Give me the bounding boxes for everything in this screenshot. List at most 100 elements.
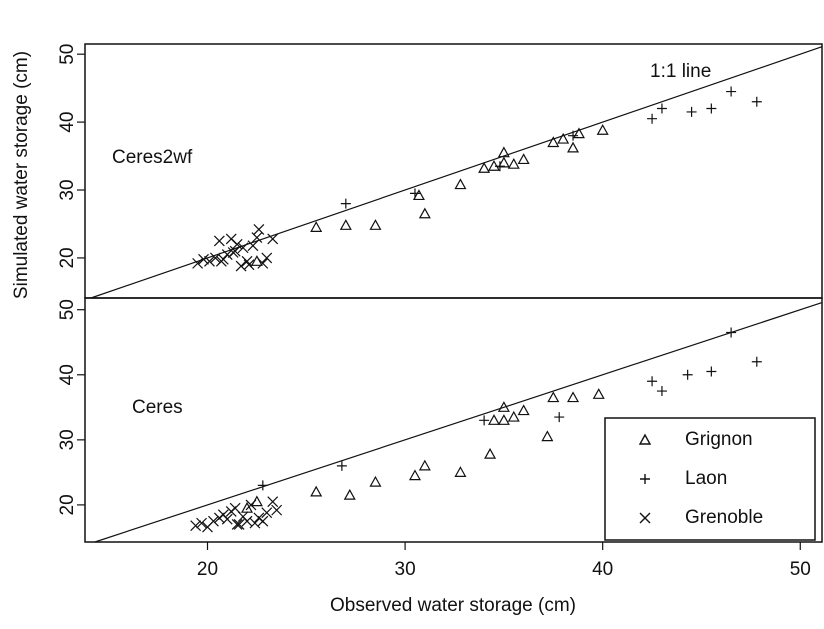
point (257, 480, 268, 491)
point (596, 124, 609, 135)
point (507, 157, 520, 169)
y-tick-label: 50 (57, 299, 78, 320)
point (261, 507, 273, 519)
panel-label: Ceres (132, 397, 183, 418)
point (336, 460, 347, 471)
point (237, 242, 249, 254)
point (192, 257, 204, 269)
point (572, 127, 585, 139)
point (656, 103, 667, 114)
point (310, 221, 323, 232)
point (204, 255, 215, 267)
point (656, 386, 667, 397)
point (567, 391, 580, 403)
point (271, 504, 283, 516)
point (221, 513, 233, 525)
point (487, 414, 501, 425)
point (412, 189, 425, 201)
point (751, 96, 762, 107)
y-tick-label: 30 (57, 429, 78, 450)
point (247, 240, 259, 252)
point (484, 447, 497, 459)
point (190, 520, 202, 532)
point (340, 198, 351, 209)
legend-marker (638, 433, 652, 445)
point (253, 223, 265, 235)
point (221, 249, 233, 260)
point (196, 517, 208, 529)
point (726, 327, 737, 338)
point (686, 106, 697, 117)
y-tick-label: 40 (57, 364, 78, 385)
y-tick-label: 20 (57, 494, 78, 515)
point (751, 356, 762, 367)
point (227, 247, 239, 258)
legend-label: Grignon (685, 429, 753, 450)
point (478, 162, 491, 173)
point (249, 517, 261, 529)
point (267, 496, 279, 508)
point (454, 178, 467, 190)
point (250, 495, 263, 507)
point (243, 259, 255, 271)
point (233, 519, 245, 530)
x-axis-label: Observed water storage (cm) (330, 595, 576, 616)
x-tick-label: 30 (395, 559, 416, 580)
x-tick-label: 50 (790, 559, 811, 580)
point (554, 412, 565, 423)
point (568, 130, 579, 141)
point (231, 238, 243, 250)
point (682, 369, 693, 380)
point (494, 161, 505, 172)
point (647, 113, 658, 124)
point (213, 235, 225, 247)
point (517, 153, 530, 165)
point (339, 219, 352, 230)
point (497, 156, 510, 168)
point (251, 232, 263, 243)
point (231, 519, 243, 530)
legend-label: Laon (685, 468, 727, 489)
point (257, 257, 269, 269)
point (541, 430, 554, 442)
point (507, 410, 520, 422)
point (409, 188, 420, 199)
point (706, 366, 717, 377)
panel-frame (84, 297, 823, 543)
annotation: 1:1 line (650, 61, 711, 82)
point (547, 136, 560, 148)
point (261, 252, 273, 264)
point (198, 253, 209, 265)
y-axis-label: Simulated water storage (cm) (11, 51, 32, 299)
y-tick-label: 30 (57, 179, 78, 200)
point (215, 255, 227, 267)
y-tick-label: 50 (57, 44, 78, 65)
point (418, 459, 431, 471)
point (241, 515, 253, 527)
point (479, 415, 490, 426)
point (517, 404, 530, 416)
point (706, 103, 717, 114)
point (267, 233, 279, 245)
point (310, 485, 323, 497)
point (547, 391, 560, 403)
point (647, 376, 658, 387)
point (592, 388, 605, 399)
point (497, 414, 510, 425)
point (408, 469, 421, 481)
y-tick-label: 20 (57, 247, 78, 268)
point (369, 219, 382, 230)
point (418, 207, 431, 219)
identity-line (94, 301, 823, 543)
x-tick-label: 20 (197, 559, 218, 580)
point (557, 132, 570, 144)
x-tick-label: 40 (592, 559, 613, 580)
y-tick-label: 40 (57, 112, 78, 133)
point (257, 515, 269, 527)
legend-marker (639, 512, 651, 524)
legend-marker (640, 474, 650, 484)
point (343, 488, 356, 500)
panel-label: Ceres2wf (112, 147, 193, 168)
